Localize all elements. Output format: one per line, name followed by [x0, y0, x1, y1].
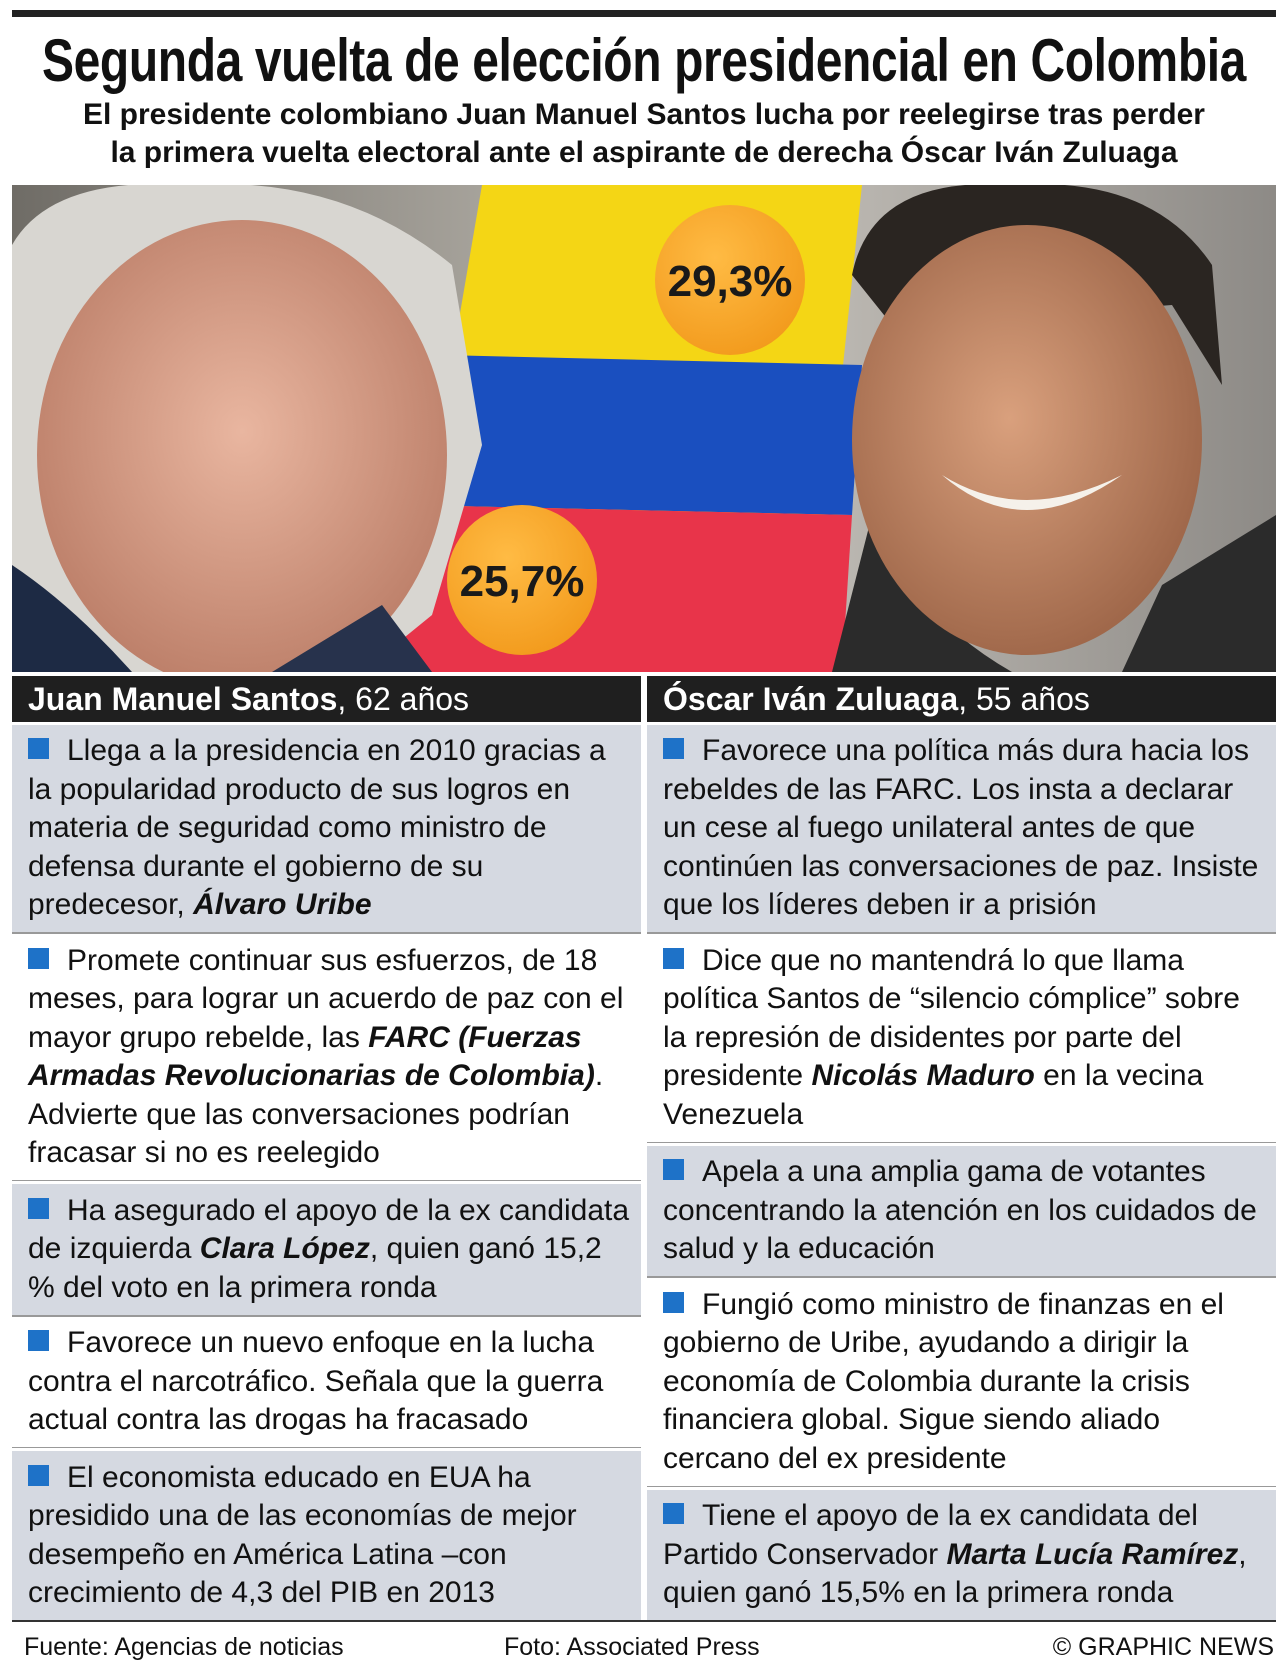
bullet-emphasis: FARC (Fuerzas Armadas Revolucionarias de… — [28, 1020, 595, 1093]
candidate-header: Óscar Iván Zuluaga, 55 años — [647, 676, 1276, 722]
bullet-segment: Fungió como ministro de finanzas en el g… — [663, 1287, 1224, 1475]
bullet-text: Fungió como ministro de finanzas en el g… — [663, 1286, 1270, 1479]
bullet-segment: Favorece un nuevo enfoque en la lucha co… — [28, 1326, 604, 1437]
percent-badge — [655, 205, 805, 355]
bullet-segment: . Advierte que las conversaciones podría… — [28, 1059, 604, 1170]
bullet-emphasis: Álvaro Uribe — [193, 888, 372, 922]
subtitle-line: la primera vuelta electoral ante el aspi… — [110, 136, 1178, 169]
bullet-item: Promete continuar sus esfuerzos, de 18 m… — [12, 932, 641, 1182]
subtitle: El presidente colombiano Juan Manuel San… — [0, 96, 1288, 172]
bullet-text: Llega a la presidencia en 2010 gracias a… — [28, 732, 635, 925]
bullet-marker — [663, 1291, 684, 1313]
percent-badge — [447, 505, 597, 655]
bullet-text: Promete continuar sus esfuerzos, de 18 m… — [28, 942, 635, 1173]
candidate-name: Juan Manuel Santos — [28, 681, 338, 717]
candidate-name: Óscar Iván Zuluaga — [663, 681, 959, 717]
bullet-item: Apela a una amplia gama de votantes conc… — [647, 1142, 1276, 1277]
bullet-segment: El economista educado en EUA ha presidid… — [28, 1460, 577, 1610]
bullet-segment: , quien ganó 15,5% en la primera ronda — [663, 1537, 1247, 1610]
bullet-emphasis: Nicolás Maduro — [811, 1059, 1035, 1093]
bullet-segment: Apela a una amplia gama de votantes conc… — [663, 1155, 1257, 1266]
bullet-marker — [28, 1464, 49, 1486]
candidate-column: Juan Manuel Santos, 62 años Llega a la p… — [12, 676, 641, 1621]
bullet-text: Favorece una política más dura hacia los… — [663, 732, 1270, 925]
bullet-text: Favorece un nuevo enfoque en la lucha co… — [28, 1324, 635, 1440]
bullet-text: El economista educado en EUA ha presidid… — [28, 1459, 635, 1613]
title: Segunda vuelta de elección presidencial … — [42, 27, 1246, 94]
bullet-segment: , quien ganó 15,2 % del voto en la prime… — [28, 1232, 602, 1304]
bullet-segment: Llega a la presidencia en 2010 gracias a… — [28, 734, 606, 922]
bullet-segment: en la vecina Venezuela — [663, 1059, 1204, 1131]
bullet-item: Tiene el apoyo de la ex candidata del Pa… — [647, 1486, 1276, 1621]
bullet-marker — [663, 738, 684, 760]
bullet-emphasis: Clara López — [199, 1232, 370, 1266]
top-rule — [12, 10, 1276, 17]
percent-label: 29,3% — [668, 257, 793, 306]
photo-credit: Foto: Associated Press — [504, 1633, 760, 1661]
bullet-marker — [663, 1159, 684, 1181]
bullet-segment: Ha asegurado el apoyo de la ex candidata… — [28, 1193, 630, 1266]
bullet-marker — [663, 947, 684, 969]
candidate-age: , 55 años — [958, 681, 1090, 717]
bullet-marker — [663, 1503, 684, 1525]
bullet-segment: Promete continuar sus esfuerzos, de 18 m… — [28, 943, 624, 1054]
bullet-item: Favorece un nuevo enfoque en la lucha co… — [12, 1314, 641, 1449]
photo: 29,3% 25,7% — [12, 185, 1276, 672]
subtitle-line: El presidente colombiano Juan Manuel San… — [83, 98, 1205, 131]
bullet-marker — [28, 1330, 49, 1352]
bullet-text: Dice que no mantendrá lo que llama polít… — [663, 942, 1270, 1135]
bullet-item: Fungió como ministro de finanzas en el g… — [647, 1276, 1276, 1487]
bullet-text: Tiene el apoyo de la ex candidata del Pa… — [663, 1497, 1270, 1613]
copyright: © GRAPHIC NEWS — [1052, 1633, 1274, 1661]
candidate-age: , 62 años — [337, 681, 470, 717]
columns: Juan Manuel Santos, 62 años Llega a la p… — [12, 676, 1276, 1621]
source: Fuente: Agencias de noticias — [24, 1633, 344, 1661]
candidate-column: Óscar Iván Zuluaga, 55 años Favorece una… — [647, 676, 1276, 1621]
bullet-marker — [28, 738, 49, 760]
bullet-item: Ha asegurado el apoyo de la ex candidata… — [12, 1181, 641, 1315]
footer-rule — [12, 1620, 1276, 1622]
bullet-item: El economista educado en EUA ha presidid… — [12, 1448, 641, 1621]
bullet-marker — [28, 1197, 49, 1219]
bullet-list: Favorece una política más dura hacia los… — [647, 722, 1276, 1621]
bullet-item: Dice que no mantendrá lo que llama polít… — [647, 932, 1276, 1143]
bullet-emphasis: Marta Lucía Ramírez — [946, 1537, 1239, 1571]
bullet-list: Llega a la presidencia en 2010 gracias a… — [12, 722, 641, 1621]
bullet-text: Apela a una amplia gama de votantes conc… — [663, 1153, 1270, 1269]
bullet-item: Llega a la presidencia en 2010 gracias a… — [12, 722, 641, 933]
bullet-item: Favorece una política más dura hacia los… — [647, 722, 1276, 933]
bullet-text: Ha asegurado el apoyo de la ex candidata… — [28, 1192, 635, 1308]
percent-label: 25,7% — [460, 557, 585, 606]
candidate-header: Juan Manuel Santos, 62 años — [12, 676, 641, 722]
bullet-marker — [28, 947, 49, 969]
bullet-segment: Favorece una política más dura hacia los… — [663, 734, 1259, 922]
bullet-segment: Tiene el apoyo de la ex candidata del Pa… — [663, 1499, 1198, 1571]
bullet-segment: Dice que no mantendrá lo que llama polít… — [663, 943, 1240, 1093]
